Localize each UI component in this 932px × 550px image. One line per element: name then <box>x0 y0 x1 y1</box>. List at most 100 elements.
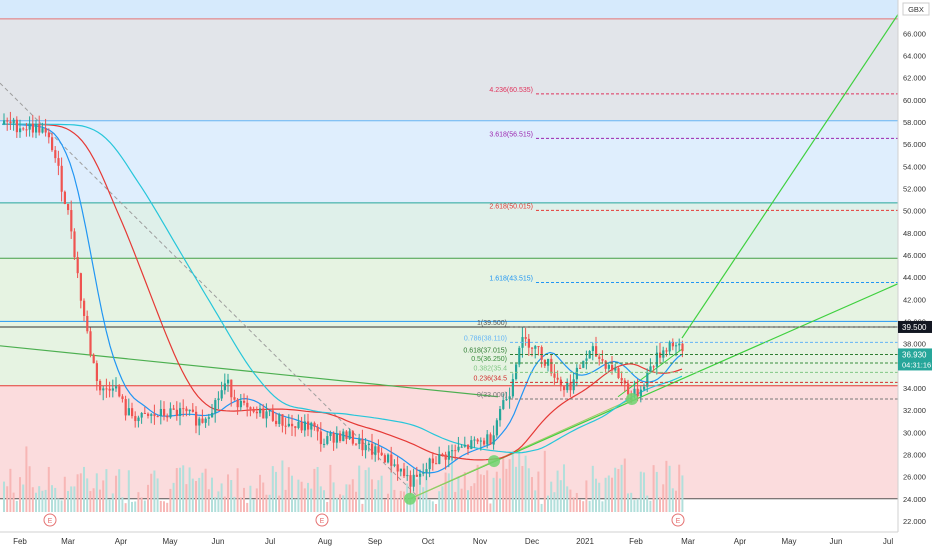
ma-fast-line <box>1 123 683 474</box>
x-tick-label-14: Apr <box>734 537 747 546</box>
volume-bar-88 <box>284 489 287 512</box>
candle-184 <box>591 342 594 361</box>
volume-bar-150 <box>483 475 485 512</box>
candle-177 <box>569 374 572 398</box>
volume-bar-46 <box>150 473 153 512</box>
volume-bar-45 <box>147 484 149 512</box>
volume-bar-6 <box>22 484 25 512</box>
volume-bar-153 <box>492 477 495 512</box>
volume-bar-104 <box>335 497 338 512</box>
volume-bar-171 <box>550 481 553 512</box>
volume-bar-72 <box>233 496 236 512</box>
volume-bar-65 <box>211 477 213 512</box>
candle-174 <box>559 376 562 392</box>
volume-bar-165 <box>531 477 533 512</box>
candle-207 <box>665 347 668 357</box>
candle-52 <box>169 402 172 419</box>
candle-24 <box>79 272 82 309</box>
candle-22 <box>73 228 76 260</box>
volume-bar-25 <box>83 466 85 512</box>
volume-bar-152 <box>489 503 492 512</box>
volume-bar-175 <box>563 464 565 512</box>
candle-78 <box>252 406 255 414</box>
candle-38 <box>124 395 127 421</box>
candle-124 <box>399 468 402 477</box>
price-zones <box>0 0 898 499</box>
candle-17 <box>57 150 60 176</box>
fib-label-0: 4.236(60.535) <box>489 87 533 94</box>
candle-183 <box>588 350 591 359</box>
volume-bar-79 <box>255 488 258 512</box>
x-tick-label-17: Jul <box>883 537 893 546</box>
candle-29 <box>95 360 98 391</box>
candle-137 <box>441 452 444 457</box>
volume-bar-191 <box>614 467 617 512</box>
volume-bar-90 <box>291 475 293 512</box>
y-tick-label-10: 42.000 <box>903 295 926 304</box>
candle-81 <box>262 404 265 419</box>
volume-bar-17 <box>57 498 60 512</box>
support-line <box>409 398 633 500</box>
candle-134 <box>431 452 434 471</box>
candle-108 <box>348 428 351 440</box>
level-price-badge <box>898 320 932 333</box>
candle-55 <box>179 402 182 426</box>
candle-144 <box>463 436 466 448</box>
volume-bar-74 <box>239 497 242 512</box>
candle-118 <box>380 447 383 456</box>
candle-146 <box>470 435 473 450</box>
candle-175 <box>563 385 566 397</box>
volume-bar-212 <box>681 475 684 512</box>
volume-bar-179 <box>575 492 578 512</box>
candle-44 <box>143 406 146 414</box>
candle-202 <box>649 358 652 374</box>
volume-bar-35 <box>115 475 117 512</box>
volume-bar-166 <box>534 490 537 512</box>
volume-bar-110 <box>355 491 357 512</box>
candle-56 <box>182 399 185 417</box>
volume-bar-154 <box>495 471 498 512</box>
volume-bar-190 <box>611 477 613 512</box>
fib-label-7: 0.5(36.250) <box>471 356 507 363</box>
volume-bar-163 <box>524 455 527 512</box>
candle-49 <box>159 400 162 425</box>
candle-34 <box>111 379 114 398</box>
candle-110 <box>355 443 358 446</box>
volume-bar-140 <box>451 452 453 512</box>
fib-label-6: 0.618(37.015) <box>463 348 507 355</box>
volume-bar-54 <box>175 468 178 512</box>
pivot-marker-0 <box>404 492 416 505</box>
volume-bar-185 <box>595 478 597 512</box>
volume-bar-194 <box>623 458 626 512</box>
fib-label-5: 0.786(38.110) <box>464 335 507 342</box>
candle-151 <box>486 430 489 449</box>
candle-115 <box>371 433 374 460</box>
volume-bar-14 <box>47 466 50 512</box>
candle-76 <box>246 395 249 417</box>
candle-200 <box>643 383 646 392</box>
candle-63 <box>204 417 207 428</box>
candle-39 <box>127 398 130 416</box>
volume-bar-56 <box>182 465 185 512</box>
fib-label-2: 2.618(50.015) <box>489 203 533 210</box>
volume-bar-2 <box>9 468 12 512</box>
price-axis[interactable]: 22.000 24.000 26.000 28.000 30.000 32.000 34.0… <box>897 0 932 550</box>
y-tick-label-21: 64.000 <box>903 51 926 60</box>
candle-180 <box>579 364 582 370</box>
volume-bar-176 <box>566 486 569 512</box>
candle-190 <box>611 355 614 375</box>
volume-bar-84 <box>271 466 274 512</box>
volume-bar-196 <box>630 492 633 512</box>
y-tick-label-2: 26.000 <box>903 473 926 482</box>
candle-20 <box>67 203 70 215</box>
volume-bar-173 <box>556 470 559 512</box>
volume-bar-168 <box>540 503 543 512</box>
candle-92 <box>297 414 300 430</box>
candle-43 <box>140 412 143 424</box>
candle-94 <box>303 414 306 437</box>
time-axis: Feb Mar Apr May Jun Jul Aug Sep Oct Nov Dec 2021 Feb… <box>0 531 932 550</box>
volume-bar-82 <box>265 494 268 512</box>
candle-153 <box>492 425 495 450</box>
